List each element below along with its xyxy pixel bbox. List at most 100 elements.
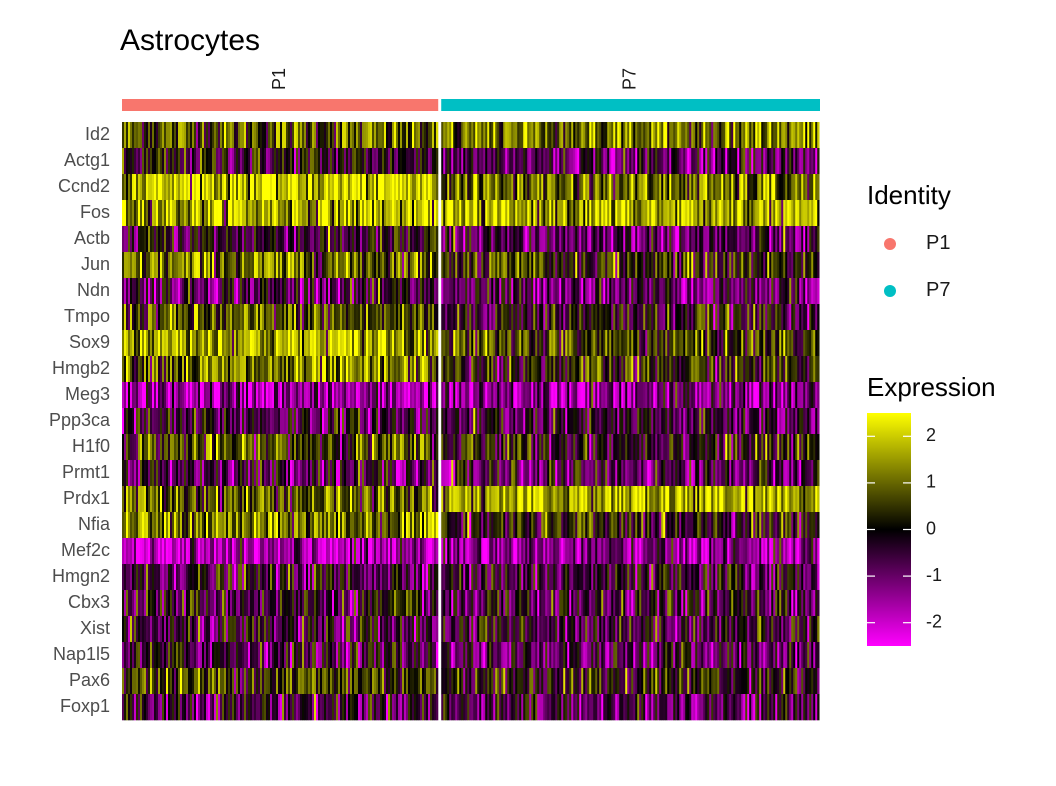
heatmap-cell bbox=[160, 382, 163, 409]
heatmap-cell bbox=[204, 616, 207, 643]
heatmap-cell bbox=[761, 174, 764, 201]
heatmap-cell bbox=[260, 226, 263, 253]
heatmap-cell bbox=[386, 486, 389, 513]
heatmap-cell bbox=[122, 512, 125, 539]
heatmap-cell bbox=[651, 174, 654, 201]
heatmap-cell bbox=[188, 252, 191, 279]
heatmap-cell bbox=[210, 174, 213, 201]
heatmap-cell bbox=[310, 486, 313, 513]
heatmap-cell bbox=[785, 174, 788, 201]
heatmap-cell bbox=[559, 148, 562, 175]
heatmap-cell bbox=[569, 252, 572, 279]
heatmap-cell bbox=[623, 200, 626, 227]
heatmap-cell bbox=[294, 122, 297, 149]
heatmap-cell bbox=[134, 460, 137, 487]
heatmap-cell bbox=[360, 304, 363, 331]
heatmap-cell bbox=[457, 252, 460, 279]
heatmap-cell bbox=[420, 278, 423, 305]
heatmap-cell bbox=[138, 382, 141, 409]
heatmap-cell bbox=[693, 174, 696, 201]
heatmap-cell bbox=[358, 538, 361, 565]
heatmap-cell bbox=[220, 694, 223, 721]
heatmap-cell bbox=[284, 538, 287, 565]
heatmap-cell bbox=[386, 330, 389, 357]
heatmap-cell bbox=[336, 252, 339, 279]
heatmap-cell bbox=[757, 122, 760, 149]
heatmap-cell bbox=[350, 564, 353, 591]
heatmap-cell bbox=[653, 200, 656, 227]
heatmap-cell bbox=[362, 694, 365, 721]
heatmap-cell bbox=[346, 330, 349, 357]
heatmap-cell bbox=[282, 252, 285, 279]
heatmap-cell bbox=[194, 460, 197, 487]
heatmap-cell bbox=[402, 694, 405, 721]
heatmap-cell bbox=[160, 434, 163, 461]
heatmap-cell bbox=[174, 590, 177, 617]
heatmap-cell bbox=[793, 226, 796, 253]
heatmap-cell bbox=[280, 616, 283, 643]
heatmap-cell bbox=[418, 226, 421, 253]
heatmap-cell bbox=[226, 200, 229, 227]
heatmap-cell bbox=[695, 122, 698, 149]
heatmap-cell bbox=[771, 174, 774, 201]
heatmap-cell bbox=[707, 200, 710, 227]
heatmap-cell bbox=[410, 252, 413, 279]
heatmap-cell bbox=[497, 226, 500, 253]
heatmap-cell bbox=[220, 616, 223, 643]
heatmap-cell bbox=[210, 330, 213, 357]
heatmap-cell bbox=[669, 122, 672, 149]
heatmap-cell bbox=[400, 252, 403, 279]
heatmap-cell bbox=[264, 408, 267, 435]
heatmap-cell bbox=[332, 616, 335, 643]
heatmap-cell bbox=[290, 434, 293, 461]
heatmap-cell bbox=[629, 226, 632, 253]
heatmap-cell bbox=[314, 330, 317, 357]
heatmap-cell bbox=[362, 226, 365, 253]
heatmap-cell bbox=[186, 642, 189, 669]
heatmap-cell bbox=[731, 226, 734, 253]
heatmap-cell bbox=[202, 512, 205, 539]
heatmap-cell bbox=[130, 148, 133, 175]
heatmap-cell bbox=[809, 278, 812, 305]
heatmap-cell bbox=[434, 694, 437, 721]
heatmap-cell bbox=[164, 226, 167, 253]
heatmap-cell bbox=[443, 174, 446, 201]
heatmap-cell bbox=[260, 408, 263, 435]
heatmap-cell bbox=[218, 408, 221, 435]
heatmap-cell bbox=[447, 304, 450, 331]
heatmap-cell bbox=[400, 382, 403, 409]
heatmap-cell bbox=[284, 174, 287, 201]
heatmap-cell bbox=[130, 460, 133, 487]
heatmap-cell bbox=[561, 278, 564, 305]
heatmap-cell bbox=[569, 122, 572, 149]
heatmap-cell bbox=[312, 200, 315, 227]
heatmap-cell bbox=[166, 304, 169, 331]
heatmap-cell bbox=[152, 200, 155, 227]
heatmap-cell bbox=[152, 486, 155, 513]
heatmap-cell bbox=[384, 694, 387, 721]
heatmap-cell bbox=[226, 330, 229, 357]
heatmap-cell bbox=[711, 200, 714, 227]
heatmap-cell bbox=[647, 122, 650, 149]
heatmap-cell bbox=[128, 512, 131, 539]
heatmap-cell bbox=[426, 590, 429, 617]
heatmap-cell bbox=[342, 382, 345, 409]
heatmap-cell bbox=[663, 226, 666, 253]
heatmap-cell bbox=[577, 252, 580, 279]
heatmap-cell bbox=[148, 382, 151, 409]
heatmap-cell bbox=[469, 252, 472, 279]
heatmap-cell bbox=[350, 694, 353, 721]
heatmap-cell bbox=[122, 408, 125, 435]
heatmap-cell bbox=[362, 590, 365, 617]
heatmap-cell bbox=[172, 616, 175, 643]
heatmap-cell bbox=[310, 226, 313, 253]
heatmap-cell bbox=[346, 252, 349, 279]
heatmap-cell bbox=[320, 356, 323, 383]
heatmap-cell bbox=[463, 122, 466, 149]
heatmap-cell bbox=[807, 252, 810, 279]
heatmap-cell bbox=[338, 304, 341, 331]
heatmap-cell bbox=[250, 122, 253, 149]
heatmap-cell bbox=[713, 174, 716, 201]
heatmap-cell bbox=[432, 590, 435, 617]
heatmap-cell bbox=[264, 122, 267, 149]
